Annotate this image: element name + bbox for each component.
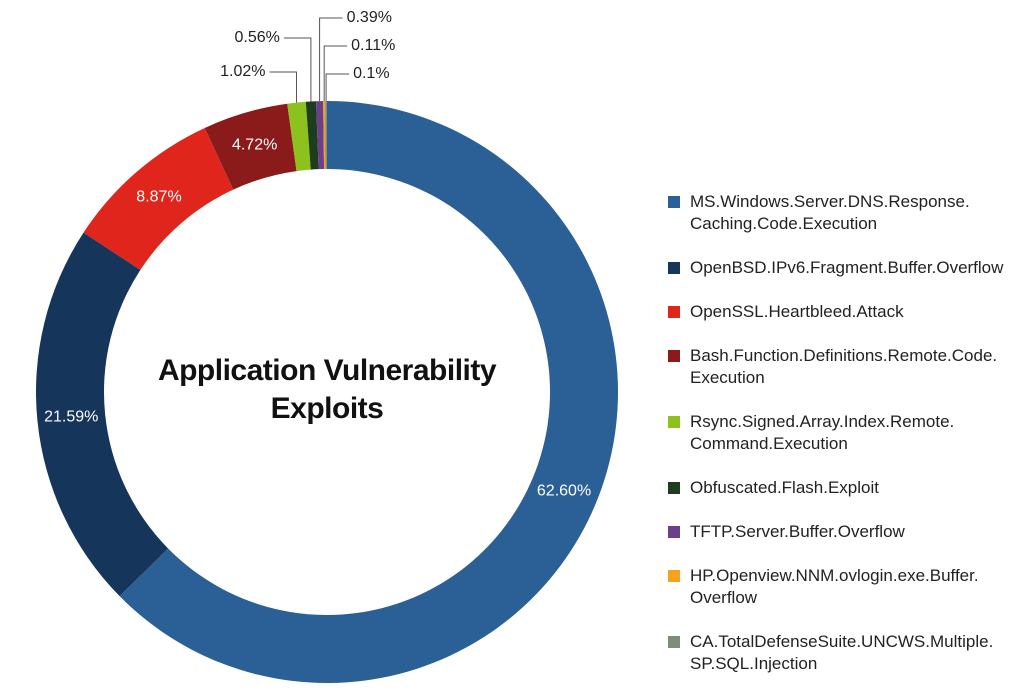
legend-swatch — [668, 416, 680, 428]
legend-label: CA.TotalDefenseSuite.UNCWS.Multiple.SP.S… — [690, 632, 994, 673]
donut-slice — [325, 101, 327, 170]
donut-slice — [36, 232, 169, 597]
value-label: 21.59% — [44, 409, 98, 426]
legend-item: TFTP.Server.Buffer.Overflow — [668, 521, 1008, 543]
callout-line — [325, 73, 350, 102]
donut-slice — [287, 101, 311, 172]
value-label: 1.02% — [220, 63, 265, 80]
legend-swatch — [668, 350, 680, 362]
legend-label: Rsync.Signed.Array.Index.Remote.Command.… — [690, 412, 955, 453]
value-label: 0.39% — [347, 9, 392, 26]
legend-item: OpenBSD.IPv6.Fragment.Buffer.Overflow — [668, 257, 1008, 279]
legend-label: OpenBSD.IPv6.Fragment.Buffer.Overflow — [690, 258, 1004, 277]
value-label: 62.60% — [537, 483, 591, 500]
donut-slice — [305, 101, 319, 170]
donut-slice — [316, 101, 325, 170]
legend-swatch — [668, 526, 680, 538]
value-label: 0.11% — [351, 37, 395, 54]
legend-swatch — [668, 196, 680, 208]
donut-slice — [119, 101, 618, 684]
legend-swatch — [668, 570, 680, 582]
legend-item: CA.TotalDefenseSuite.UNCWS.Multiple.SP.S… — [668, 631, 1008, 675]
callout-line — [319, 17, 343, 102]
legend-item: Obfuscated.Flash.Exploit — [668, 477, 1008, 499]
donut-slice — [204, 103, 297, 190]
legend-label: Obfuscated.Flash.Exploit — [690, 478, 879, 497]
legend-swatch — [668, 306, 680, 318]
legend-swatch — [668, 636, 680, 648]
legend-label: OpenSSL.Heartbleed.Attack — [690, 302, 904, 321]
chart: 62.60% 21.59% 8.87% 4.72% 1.02% 0.56% 0.39% 0.1… — [36, 9, 618, 684]
legend-item: HP.Openview.NNM.ovlogin.exe.Buffer.Overf… — [668, 565, 1008, 609]
legend-item: OpenSSL.Heartbleed.Attack — [668, 301, 1008, 323]
legend-item: Bash.Function.Definitions.Remote.Code.Ex… — [668, 345, 1008, 389]
legend-swatch — [668, 262, 680, 274]
legend-swatch — [668, 482, 680, 494]
chart-title: Application Vulnerability Exploits — [157, 354, 497, 425]
legend: MS.Windows.Server.DNS.Response.Caching.C… — [668, 191, 1008, 697]
callout-line — [323, 45, 348, 102]
legend-label: TFTP.Server.Buffer.Overflow — [690, 522, 905, 541]
callout-line — [269, 71, 298, 103]
donut-slice — [83, 127, 234, 270]
value-label: 4.72% — [232, 137, 277, 154]
legend-label: HP.Openview.NNM.ovlogin.exe.Buffer.Overf… — [690, 566, 979, 607]
legend-item: Rsync.Signed.Array.Index.Remote.Command.… — [668, 411, 1008, 455]
value-label: 8.87% — [136, 189, 181, 206]
donut-slice — [323, 101, 326, 170]
legend-label: MS.Windows.Server.DNS.Response.Caching.C… — [690, 192, 970, 233]
legend-label: Bash.Function.Definitions.Remote.Code.Ex… — [690, 346, 998, 387]
callout-line — [283, 37, 312, 102]
value-label: 0.1% — [353, 65, 389, 82]
value-label: 0.56% — [235, 29, 280, 46]
legend-item: MS.Windows.Server.DNS.Response.Caching.C… — [668, 191, 1008, 235]
